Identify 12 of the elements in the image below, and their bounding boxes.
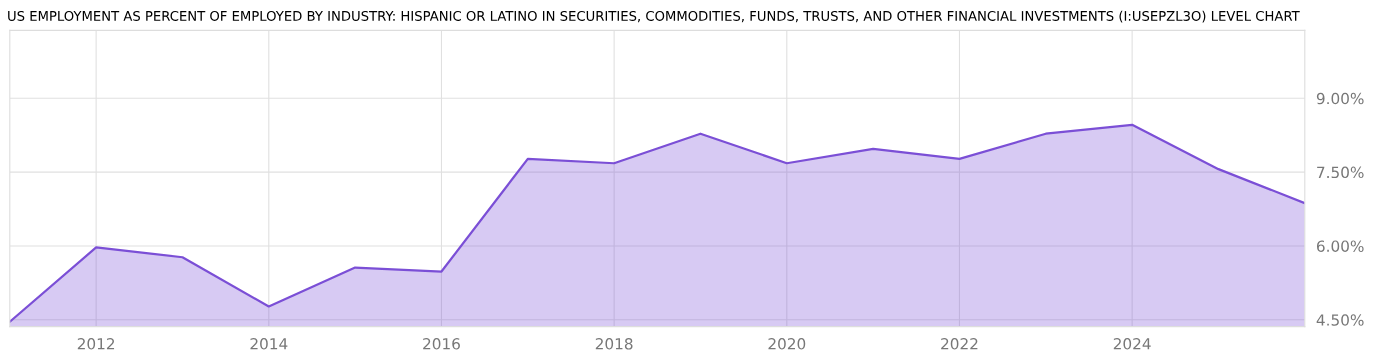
y-tick-label: 6.00% <box>1316 240 1364 252</box>
x-tick-label: 2014 <box>250 338 288 350</box>
y-tick-label: 4.50% <box>1316 314 1364 326</box>
x-tick-label: 2020 <box>768 338 806 350</box>
y-tick-label: 7.50% <box>1317 166 1364 179</box>
x-tick-label: 2016 <box>423 338 460 350</box>
y-tick-label: 9.00% <box>1316 92 1364 105</box>
x-tick-label: 2018 <box>595 338 633 350</box>
x-tick-label: 2022 <box>941 338 978 350</box>
chart-title: US EMPLOYMENT AS PERCENT OF EMPLOYED BY INDUSTRY: HISPANIC OR LATINO IN SECURITIES, COMMODITIES, FUNDS, TRUSTS, AND OTHER FINANCIAL INVESTMENTS (I:USEPZL3O) LEVEL CHART <box>8 10 1300 23</box>
x-tick-label: 2012 <box>77 338 115 350</box>
x-tick-label: 2024 <box>1113 338 1151 350</box>
